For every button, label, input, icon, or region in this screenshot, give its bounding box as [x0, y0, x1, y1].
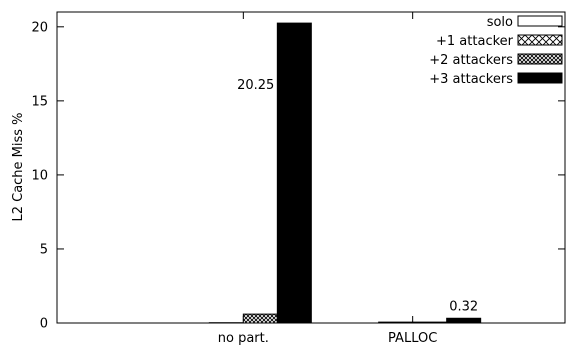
legend-label-solo: solo — [487, 15, 513, 30]
y-axis-label: L2 Cache Miss % — [11, 112, 26, 221]
bar-1-attacker-palloc — [378, 321, 414, 324]
x-tick-label-no-part: no part. — [218, 331, 269, 346]
data-label-1: 0.32 — [449, 299, 478, 314]
legend-label-1-attacker: +1 attacker — [436, 34, 514, 49]
x-tick-label-palloc: PALLOC — [388, 331, 437, 346]
y-tick-label: 15 — [31, 94, 48, 109]
legend-swatch-solo — [517, 15, 563, 27]
legend-swatch-1-attacker — [517, 34, 563, 46]
legend-swatch-3-attackers — [517, 72, 563, 84]
bar-3-attackers-no-part — [276, 22, 312, 324]
bar-2-attackers-no-part — [242, 313, 278, 324]
legend-label-3-attackers: +3 attackers — [429, 72, 513, 87]
y-tick-label: 20 — [31, 20, 48, 35]
y-tick-label: 0 — [40, 317, 48, 332]
legend-label-2-attackers: +2 attackers — [429, 53, 513, 68]
bar-2-attackers-palloc — [412, 321, 448, 324]
y-tick-label: 10 — [31, 168, 48, 183]
data-label-0: 20.25 — [237, 78, 274, 93]
bar-3-attackers-palloc — [446, 317, 482, 324]
y-tick-label: 5 — [40, 242, 48, 257]
legend-swatch-2-attackers — [517, 53, 563, 65]
